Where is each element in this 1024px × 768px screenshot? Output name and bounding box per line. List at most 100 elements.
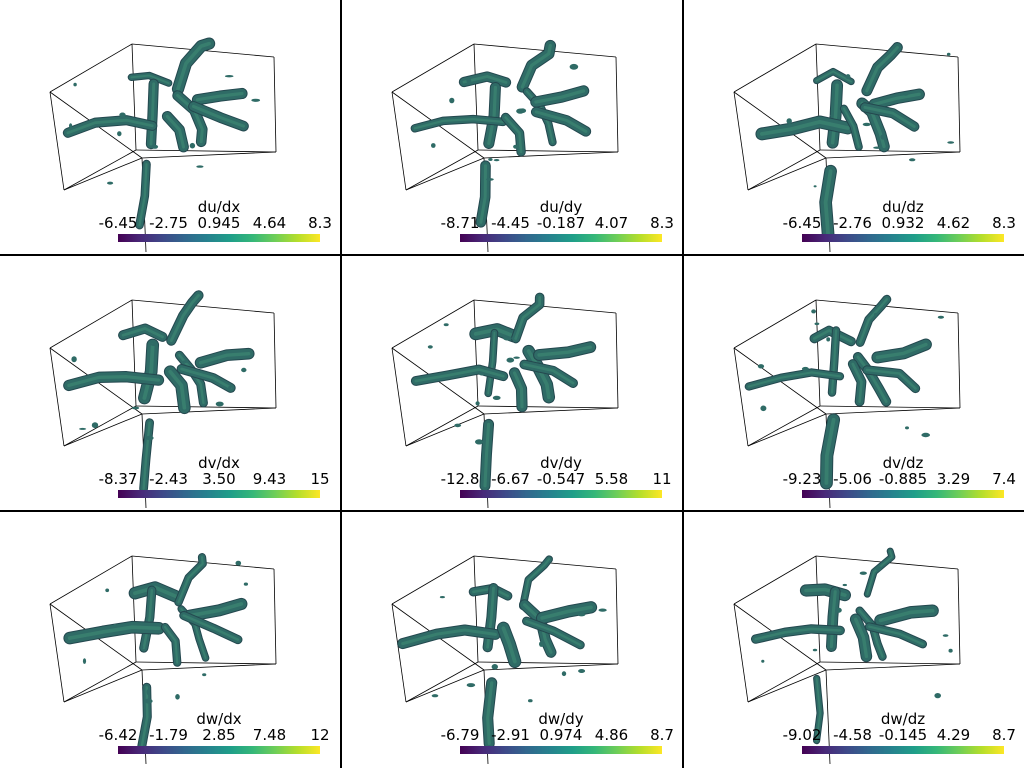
bounding-box-edge: [131, 299, 275, 314]
bounding-box-edge: [273, 56, 277, 153]
bounding-box-edge: [733, 299, 817, 349]
vortex-fragment: [151, 144, 159, 149]
panel-divider: [0, 510, 1024, 512]
vortex-fragment: [826, 337, 831, 342]
bounding-box-edge: [819, 149, 961, 153]
subplot-dw-dx: dw/dx -6.42 -1.79 2.85 7.48 12: [0, 512, 340, 766]
bounding-box-edge: [405, 149, 479, 191]
vortex-structure: [858, 298, 888, 344]
colorbar-tick-label: 4.86: [594, 726, 629, 744]
colorbar-gradient: [460, 234, 662, 242]
vortex-fragment: [528, 699, 533, 703]
vortex-fragment: [251, 98, 261, 102]
colorbar-tick-label: 8.3: [650, 214, 674, 232]
vortex-fragment: [475, 401, 480, 406]
vortex-fragment: [439, 596, 445, 599]
bounding-box-edge: [131, 43, 137, 151]
vortex-fragment: [921, 432, 930, 438]
bounding-box-edge: [391, 555, 475, 605]
bounding-box-edge: [63, 157, 143, 191]
bounding-box-edge: [483, 663, 619, 671]
vortex-structure: [66, 118, 154, 135]
vortex-fragment: [241, 367, 247, 373]
vortex-fragment: [859, 571, 867, 575]
bounding-box-edge: [391, 347, 407, 447]
vortex-structure: [473, 327, 516, 338]
vortex-fragment: [761, 659, 765, 663]
bounding-box-edge: [405, 661, 479, 703]
colorbar-tick-label: 8.7: [650, 726, 674, 744]
vortex-structure: [479, 164, 487, 224]
colorbar-tick-label: 7.4: [992, 470, 1016, 488]
vortex-structure: [149, 82, 156, 146]
colorbar-title: du/dx: [197, 198, 241, 216]
vortex-structure: [164, 626, 179, 664]
vortex-structure: [872, 92, 921, 106]
vortex-structure: [195, 91, 244, 102]
subplot-dw-dy: dw/dy -6.79 -2.91 0.974 4.86 8.7: [342, 512, 682, 766]
bounding-box-edge: [63, 149, 137, 191]
vortex-structure: [829, 590, 837, 649]
vortex-structure: [462, 75, 508, 84]
colorbar-title: du/dz: [882, 198, 924, 216]
vortex-structure: [486, 681, 494, 745]
colorbar-tick-label: -2.75: [149, 214, 188, 232]
bounding-box-edge: [473, 299, 479, 407]
vortex-structure: [830, 329, 838, 394]
vortex-fragment: [431, 143, 436, 148]
vortex-structure: [414, 368, 505, 383]
vortex-structure: [868, 625, 924, 646]
colorbar-tick-label: -4.58: [833, 726, 872, 744]
colorbar-tick-label: -2.43: [149, 470, 188, 488]
bounding-box-edge: [747, 157, 827, 191]
vortex-fragment: [182, 360, 189, 363]
vortex-structure: [747, 371, 842, 388]
vortex-structure: [520, 43, 552, 89]
vortex-fragment: [69, 123, 73, 129]
bounding-box-edge: [477, 405, 619, 409]
subplot-dv-dz: dv/dz -9.23 -5.06 -0.885 3.29 7.4: [684, 256, 1024, 510]
colorbar-tick-label: -9.02: [782, 726, 822, 744]
colorbar-tick-label: -12.8: [440, 470, 480, 488]
bounding-box-edge: [957, 312, 961, 409]
vortex-fragment: [838, 631, 844, 634]
vortex-fragment: [811, 309, 816, 314]
vortex-structure: [142, 588, 154, 650]
vortex-fragment: [71, 356, 77, 363]
bounding-box-edge: [733, 603, 749, 703]
vortex-structure: [67, 375, 161, 388]
bounding-box-edge: [815, 299, 821, 407]
colorbar-tick-label: -5.06: [833, 470, 872, 488]
bounding-box-edge: [815, 299, 959, 314]
colorbar-tick-label: 0.932: [881, 214, 925, 232]
vortex-structure: [521, 558, 551, 608]
vortex-fragment: [146, 435, 154, 441]
bounding-box-edge: [819, 661, 961, 665]
vortex-structure: [534, 89, 586, 104]
vortex-structure: [483, 422, 491, 488]
vortex-structure: [487, 331, 496, 395]
colorbar-title: du/dy: [539, 198, 583, 216]
vortex-structure: [504, 116, 523, 154]
vortex-fragment: [119, 112, 126, 118]
vortex-structure: [878, 608, 935, 623]
colorbar-title: dv/dx: [198, 454, 240, 472]
vortex-fragment: [905, 426, 909, 430]
bounding-box-edge: [49, 603, 65, 703]
isosurface-view: [49, 290, 277, 509]
vortex-structure: [760, 120, 850, 136]
colorbar-title: dw/dx: [196, 710, 242, 728]
bounding-box-edge: [815, 555, 821, 663]
colorbar-tick-label: -9.23: [782, 470, 822, 488]
vortex-fragment: [443, 323, 449, 327]
panel-divider: [340, 0, 342, 768]
vortex-fragment: [224, 75, 234, 78]
vortex-structure: [176, 41, 211, 91]
vortex-fragment: [862, 122, 871, 127]
bounding-box-edge: [135, 661, 277, 665]
bounding-box-edge: [615, 56, 619, 153]
vortex-structure: [169, 293, 200, 343]
vortex-fragment: [144, 698, 153, 704]
bounding-box-edge: [473, 299, 617, 314]
bounding-box-edge: [747, 661, 821, 703]
